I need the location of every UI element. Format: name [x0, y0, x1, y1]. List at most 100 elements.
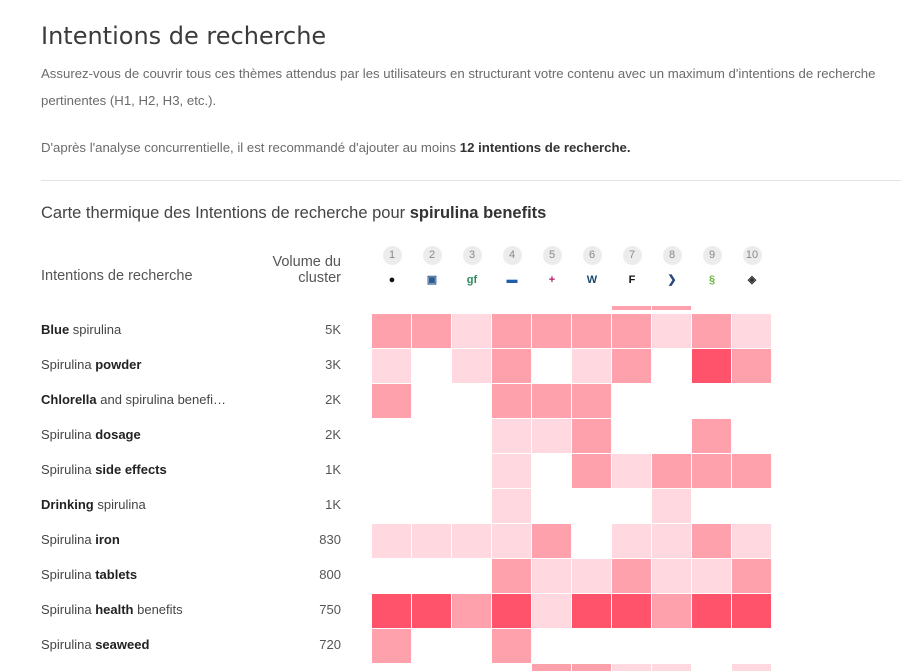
heatmap-cell[interactable]: [652, 349, 691, 383]
heatmap-cell[interactable]: [452, 419, 491, 453]
heatmap-cell[interactable]: [412, 419, 451, 453]
heatmap-cell[interactable]: [652, 384, 691, 418]
heatmap-cell[interactable]: [692, 489, 731, 523]
competitor-1[interactable]: 1 ●: [372, 243, 412, 289]
heatmap-cell[interactable]: [692, 594, 731, 628]
heatmap-cell[interactable]: [372, 314, 411, 348]
heatmap-cell[interactable]: [612, 314, 651, 348]
heatmap-cell[interactable]: [732, 524, 771, 558]
heatmap-cell[interactable]: [492, 559, 531, 593]
heatmap-cell[interactable]: [692, 454, 731, 488]
heatmap-cell[interactable]: [532, 314, 571, 348]
heatmap-cell[interactable]: [532, 349, 571, 383]
heatmap-cell[interactable]: [572, 524, 611, 558]
heatmap-cell[interactable]: [492, 314, 531, 348]
competitor-5[interactable]: 5 +: [532, 243, 572, 289]
heatmap-cell[interactable]: [652, 419, 691, 453]
heatmap-cell[interactable]: [652, 524, 691, 558]
intent-row-label[interactable]: Spirulina health benefits: [41, 602, 183, 617]
competitor-2[interactable]: 2 ▣: [412, 243, 452, 289]
heatmap-cell[interactable]: [572, 629, 611, 663]
heatmap-cell[interactable]: [412, 454, 451, 488]
heatmap-cell[interactable]: [372, 524, 411, 558]
heatmap-cell[interactable]: [652, 314, 691, 348]
heatmap-cell[interactable]: [452, 489, 491, 523]
heatmap-cell[interactable]: [532, 454, 571, 488]
heatmap-cell[interactable]: [572, 489, 611, 523]
heatmap-cell[interactable]: [612, 629, 651, 663]
heatmap-cell[interactable]: [492, 349, 531, 383]
heatmap-cell[interactable]: [572, 314, 611, 348]
heatmap-cell[interactable]: [612, 489, 651, 523]
heatmap-cell[interactable]: [572, 454, 611, 488]
competitor-10[interactable]: 10 ◈: [732, 243, 772, 289]
heatmap-cell[interactable]: [732, 594, 771, 628]
heatmap-cell[interactable]: [452, 349, 491, 383]
heatmap-cell[interactable]: [412, 489, 451, 523]
heatmap-cell[interactable]: [532, 559, 571, 593]
heatmap-cell[interactable]: [692, 349, 731, 383]
heatmap-cell[interactable]: [372, 349, 411, 383]
heatmap-cell[interactable]: [372, 594, 411, 628]
heatmap-cell[interactable]: [492, 524, 531, 558]
heatmap-cell[interactable]: [412, 559, 451, 593]
heatmap-cell[interactable]: [452, 629, 491, 663]
heatmap-cell[interactable]: [412, 524, 451, 558]
heatmap-cell[interactable]: [412, 594, 451, 628]
heatmap-cell[interactable]: [372, 384, 411, 418]
heatmap-cell[interactable]: [412, 314, 451, 348]
heatmap-cell[interactable]: [612, 559, 651, 593]
heatmap-cell[interactable]: [532, 594, 571, 628]
heatmap-cell[interactable]: [412, 349, 451, 383]
heatmap-cell[interactable]: [572, 594, 611, 628]
heatmap-cell[interactable]: [732, 454, 771, 488]
heatmap-cell[interactable]: [732, 419, 771, 453]
heatmap-cell[interactable]: [732, 489, 771, 523]
heatmap-cell[interactable]: [612, 524, 651, 558]
intent-row-label[interactable]: Spirulina powder: [41, 357, 141, 372]
heatmap-cell[interactable]: [652, 594, 691, 628]
heatmap-cell[interactable]: [492, 384, 531, 418]
heatmap-cell[interactable]: [732, 629, 771, 663]
heatmap-cell[interactable]: [572, 384, 611, 418]
heatmap-cell[interactable]: [532, 419, 571, 453]
competitor-4[interactable]: 4 ▬: [492, 243, 532, 289]
heatmap-cell[interactable]: [692, 384, 731, 418]
heatmap-cell[interactable]: [452, 559, 491, 593]
heatmap-cell[interactable]: [412, 629, 451, 663]
heatmap-cell[interactable]: [492, 489, 531, 523]
intent-row-label[interactable]: Spirulina iron: [41, 532, 120, 547]
heatmap-cell[interactable]: [692, 629, 731, 663]
heatmap-cell[interactable]: [692, 524, 731, 558]
competitor-9[interactable]: 9 §: [692, 243, 732, 289]
intent-row-label[interactable]: Spirulina tablets: [41, 567, 137, 582]
intent-row-label[interactable]: Chlorella and spirulina benefi…: [41, 392, 226, 407]
intent-row-label[interactable]: Spirulina seaweed: [41, 637, 149, 652]
heatmap-cell[interactable]: [372, 454, 411, 488]
heatmap-cell[interactable]: [372, 629, 411, 663]
heatmap-cell[interactable]: [492, 454, 531, 488]
heatmap-cell[interactable]: [612, 419, 651, 453]
heatmap-cell[interactable]: [612, 384, 651, 418]
heatmap-cell[interactable]: [572, 349, 611, 383]
intent-row-label[interactable]: Drinking spirulina: [41, 497, 146, 512]
heatmap-cell[interactable]: [532, 384, 571, 418]
heatmap-cell[interactable]: [732, 559, 771, 593]
heatmap-cell[interactable]: [532, 489, 571, 523]
heatmap-cell[interactable]: [732, 384, 771, 418]
heatmap-cell[interactable]: [532, 524, 571, 558]
competitor-3[interactable]: 3 gf: [452, 243, 492, 289]
heatmap-cell[interactable]: [612, 454, 651, 488]
heatmap-cell[interactable]: [372, 489, 411, 523]
heatmap-cell[interactable]: [452, 454, 491, 488]
heatmap-cell[interactable]: [652, 559, 691, 593]
heatmap-cell[interactable]: [572, 419, 611, 453]
heatmap-cell[interactable]: [652, 489, 691, 523]
heatmap-cell[interactable]: [612, 349, 651, 383]
competitor-8[interactable]: 8 ❯: [652, 243, 692, 289]
heatmap-cell[interactable]: [572, 559, 611, 593]
heatmap-cell[interactable]: [372, 559, 411, 593]
heatmap-cell[interactable]: [452, 384, 491, 418]
